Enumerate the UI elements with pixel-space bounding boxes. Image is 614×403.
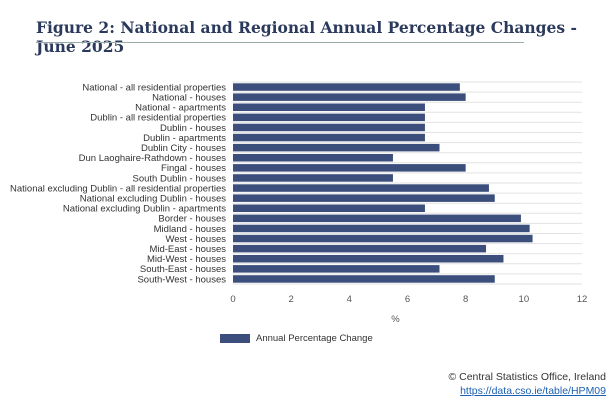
x-tick-label: 2 (289, 294, 294, 305)
bar (233, 194, 495, 202)
bar (233, 204, 425, 212)
x-tick-label: 4 (347, 294, 352, 305)
credit: © Central Statistics Office, Ireland http… (448, 370, 606, 398)
legend-label: Annual Percentage Change (256, 333, 373, 344)
category-label: National excluding Dublin - apartments (63, 204, 226, 215)
bar (233, 244, 487, 253)
category-label: Border - houses (158, 214, 226, 225)
category-label: South-West - houses (137, 274, 226, 285)
category-label: Fingal - houses (161, 163, 226, 174)
category-label: West - houses (165, 234, 226, 245)
category-label: Dublin - apartments (143, 133, 226, 144)
bar (233, 103, 425, 111)
category-label: Dublin City - houses (141, 143, 226, 154)
category-label: National excluding Dublin - all resident… (10, 183, 226, 194)
category-label: National - houses (152, 92, 226, 103)
bar (233, 214, 521, 223)
category-label: South Dublin - houses (133, 173, 227, 184)
category-label: South-East - houses (140, 264, 226, 275)
category-label: National - apartments (135, 103, 226, 114)
bar (233, 93, 466, 101)
bar (233, 154, 393, 162)
category-label: Dublin - houses (160, 123, 226, 134)
bar (233, 234, 533, 243)
category-label: Mid-West - houses (147, 254, 226, 265)
source-link[interactable]: https://data.cso.ie/table/HPM09 (460, 385, 606, 397)
legend-swatch (220, 334, 250, 343)
bar (233, 224, 530, 233)
bar (233, 255, 504, 263)
x-tick-label: 6 (405, 294, 410, 305)
category-label: Midland - houses (154, 224, 227, 235)
bar (233, 164, 466, 172)
bar (233, 113, 425, 122)
chart-title: Figure 2: National and Regional Annual P… (36, 18, 577, 56)
credit-text: © Central Statistics Office, Ireland (448, 371, 606, 383)
bar (233, 133, 425, 142)
bar (233, 83, 460, 91)
title-divider (36, 42, 524, 43)
bar (233, 184, 489, 192)
category-label: Mid-East - houses (149, 244, 226, 255)
category-label: National excluding Dublin - houses (80, 193, 227, 204)
bar (233, 174, 393, 182)
x-tick-label: 12 (577, 294, 588, 305)
bar (233, 123, 425, 132)
category-label: National - all residential properties (82, 82, 226, 93)
x-tick-label: 0 (230, 294, 235, 305)
x-axis-label: % (391, 314, 400, 325)
bar (233, 265, 440, 273)
x-tick-label: 8 (463, 294, 468, 305)
x-tick-label: 10 (519, 294, 530, 305)
bar (233, 275, 495, 283)
bar (233, 143, 440, 152)
legend[interactable]: Annual Percentage Change (220, 333, 373, 344)
category-label: Dublin - all residential properties (90, 113, 226, 124)
category-label: Dun Laoghaire-Rathdown - houses (79, 153, 227, 164)
